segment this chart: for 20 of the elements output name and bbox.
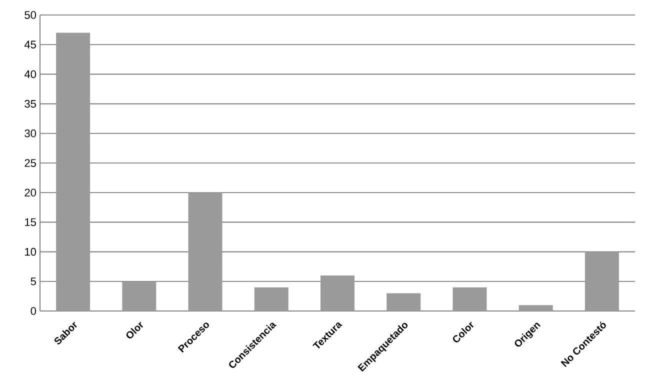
y-tick-label: 10 [25,248,36,256]
y-tick-label: 0 [30,307,36,315]
y-tick-label: 50 [24,11,36,19]
bar [122,281,156,311]
y-tick-label: 15 [25,218,36,226]
y-tick-label: 5 [30,278,36,286]
y-tick-label: 20 [24,188,36,196]
bar [254,287,288,311]
bar [320,275,354,311]
y-tick-label: 45 [24,40,36,48]
y-tick-label: 30 [24,130,36,138]
y-tick-label: 40 [24,70,36,78]
bar [452,287,487,311]
bar [518,305,553,311]
y-tick-label: 35 [24,100,36,108]
bar [188,192,222,311]
y-tick-label: 25 [24,159,36,167]
bar [584,252,619,311]
bar [56,32,90,311]
bar [386,293,421,311]
